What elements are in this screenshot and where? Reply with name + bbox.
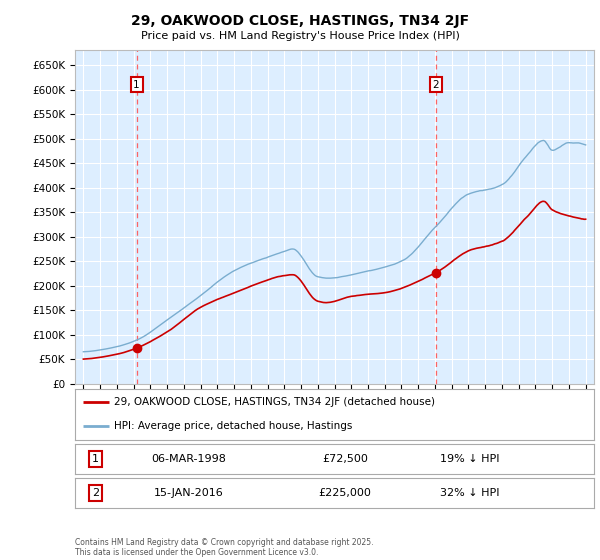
Text: 32% ↓ HPI: 32% ↓ HPI (440, 488, 499, 498)
Text: 29, OAKWOOD CLOSE, HASTINGS, TN34 2JF (detached house): 29, OAKWOOD CLOSE, HASTINGS, TN34 2JF (d… (114, 397, 435, 407)
Text: 19% ↓ HPI: 19% ↓ HPI (440, 454, 499, 464)
Text: 1: 1 (133, 80, 140, 90)
Text: £225,000: £225,000 (319, 488, 371, 498)
Text: 2: 2 (92, 488, 100, 498)
Text: 2: 2 (433, 80, 439, 90)
Text: 06-MAR-1998: 06-MAR-1998 (152, 454, 227, 464)
Text: Price paid vs. HM Land Registry's House Price Index (HPI): Price paid vs. HM Land Registry's House … (140, 31, 460, 41)
Text: 29, OAKWOOD CLOSE, HASTINGS, TN34 2JF: 29, OAKWOOD CLOSE, HASTINGS, TN34 2JF (131, 14, 469, 28)
Text: 15-JAN-2016: 15-JAN-2016 (154, 488, 224, 498)
Text: Contains HM Land Registry data © Crown copyright and database right 2025.
This d: Contains HM Land Registry data © Crown c… (75, 538, 373, 557)
Text: HPI: Average price, detached house, Hastings: HPI: Average price, detached house, Hast… (114, 422, 352, 432)
Text: 1: 1 (92, 454, 99, 464)
Text: £72,500: £72,500 (322, 454, 368, 464)
